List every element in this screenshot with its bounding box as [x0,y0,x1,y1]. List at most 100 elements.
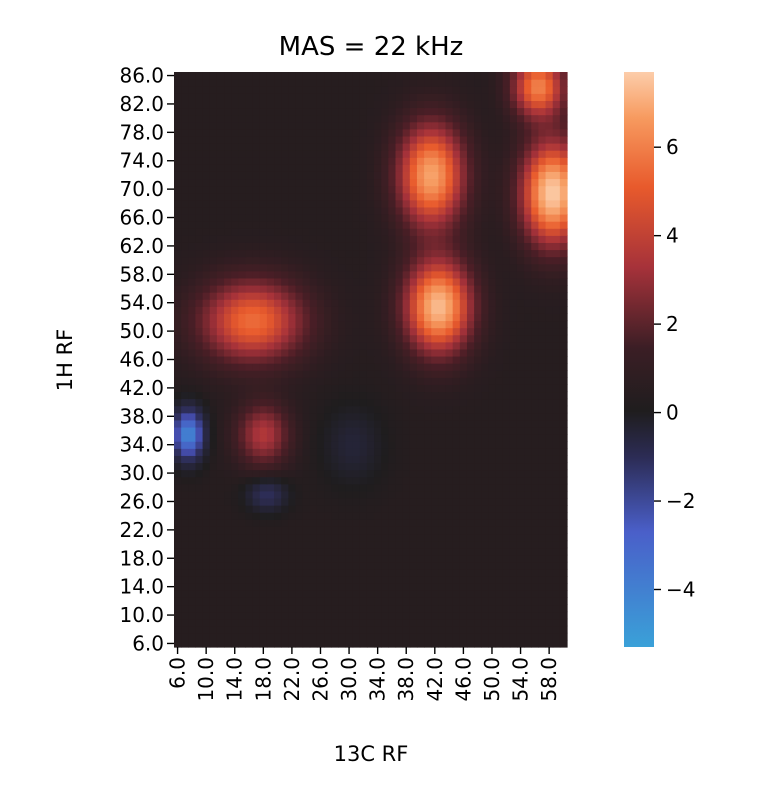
heatmap-cell [359,377,368,385]
heatmap-cell [238,505,247,513]
heatmap-cell [445,370,454,378]
heatmap-cell [381,72,389,80]
heatmap-cell [195,213,204,222]
heatmap-cell [238,370,247,378]
heatmap-cell [516,355,525,364]
heatmap-cell [281,526,289,535]
heatmap-cell [352,199,361,208]
heatmap-cell [424,384,432,393]
heatmap-cell [381,313,389,322]
heatmap-cell [266,72,275,80]
heatmap-cell [259,128,268,137]
heatmap-cell [259,270,268,279]
heatmap-cell [502,277,511,286]
heatmap-cell [452,355,461,364]
heatmap-cell [374,121,382,130]
heatmap-cell [316,568,325,577]
heatmap-cell [231,277,239,286]
x-tick-label: 26.0 [308,657,332,702]
heatmap-cell [495,86,504,94]
heatmap-cell [288,72,297,80]
heatmap-cell [545,597,554,606]
heatmap-cell [488,263,497,272]
heatmap-cell [474,412,482,421]
heatmap-cell [545,93,554,101]
heatmap-cell [288,426,297,435]
heatmap-cell [481,533,489,542]
heatmap-cell [438,405,447,414]
heatmap-cell [395,519,404,527]
heatmap-cell [424,128,432,137]
heatmap-cell [409,462,418,471]
heatmap-cell [531,135,540,144]
heatmap-cell [552,434,561,442]
heatmap-cell [416,185,425,194]
heatmap-cell [388,576,397,584]
heatmap-cell [409,270,418,279]
heatmap-cell [238,618,247,627]
heatmap-cell [531,157,540,165]
heatmap-cell [324,235,332,243]
heatmap-cell [359,462,368,471]
heatmap-cell [545,128,554,137]
heatmap-cell [338,412,347,421]
heatmap-cell [402,590,411,598]
heatmap-cell [302,299,311,307]
heatmap-cell [424,625,432,634]
heatmap-cell [438,384,447,393]
heatmap-cell [359,142,368,151]
heatmap-cell [202,185,211,194]
heatmap-cell [416,632,425,641]
heatmap-cell [366,171,375,180]
heatmap-cell [359,107,368,116]
heatmap-cell [181,256,189,265]
heatmap-cell [402,419,411,428]
heatmap-cell [281,462,289,471]
heatmap-cell [266,412,275,421]
heatmap-cell [209,79,218,87]
heatmap-cell [188,100,197,109]
heatmap-cell [274,455,282,464]
heatmap-cell [266,199,275,208]
heatmap-cell [195,384,204,393]
heatmap-cell [366,618,375,627]
heatmap-cell [202,100,211,109]
heatmap-cell [466,348,475,357]
heatmap-cell [381,334,389,343]
heatmap-cell [324,519,332,527]
heatmap-cell [538,512,547,520]
heatmap-cell [345,618,354,627]
heatmap-cell [302,384,311,393]
heatmap-cell [252,497,261,506]
heatmap-cell [488,370,497,378]
heatmap-cell [374,512,382,520]
heatmap-cell [424,505,432,513]
heatmap-cell [502,320,511,329]
heatmap-cell [209,469,218,478]
heatmap-cell [316,441,325,449]
heatmap-cell [202,313,211,322]
heatmap-cell [431,213,439,222]
heatmap-cell [416,171,425,180]
heatmap-cell [224,242,232,251]
heatmap-cell [516,597,525,606]
heatmap-cell [238,576,247,584]
heatmap-cell [338,121,347,130]
heatmap-cell [259,526,268,535]
heatmap-cell [181,100,189,109]
heatmap-cell [438,604,447,613]
heatmap-cell [395,135,404,144]
heatmap-cell [174,249,182,258]
heatmap-cell [238,455,247,464]
heatmap-cell [231,72,239,80]
heatmap-cell [524,512,532,520]
heatmap-cell [209,505,218,513]
heatmap-cell [559,93,568,101]
heatmap-cell [359,299,368,307]
heatmap-cell [295,483,304,492]
heatmap-cell [466,306,475,314]
heatmap-cell [488,72,497,80]
heatmap-cell [531,341,540,350]
heatmap-cell [445,618,454,627]
heatmap-cell [388,334,397,343]
